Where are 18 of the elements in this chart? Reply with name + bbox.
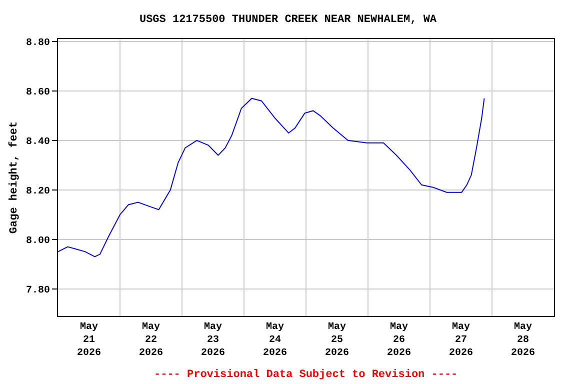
x-tick-label: May 22 2026: [138, 322, 164, 359]
x-tick-label: May 28 2026: [510, 322, 536, 359]
y-tick-label: 8.20: [26, 186, 50, 198]
x-tick-label: May 21 2026: [76, 322, 102, 359]
x-tick-label: May 24 2026: [262, 322, 288, 359]
y-tick-label: 8.00: [26, 236, 50, 247]
text: ---- Provisional Data Subject to Revision ----: [154, 369, 458, 381]
y-tick-label: 7.80: [26, 285, 50, 296]
chart-title: USGS 12175500 THUNDER CREEK NEAR NEWHALEM, WA: [139, 14, 437, 26]
x-tick-label: May 23 2026: [200, 322, 226, 359]
y-tick-label: 8.40: [26, 136, 50, 148]
x-tick-label: May 27 2026: [448, 322, 474, 359]
y-axis-title: Gage height, feet: [8, 121, 21, 234]
line-series: [58, 98, 485, 258]
y-tick-label: 8.80: [26, 38, 50, 49]
x-tick-label: May 26 2026: [386, 322, 412, 359]
x-tick-label: May 25 2026: [324, 322, 350, 359]
y-tick-label: 8.60: [26, 87, 50, 98]
